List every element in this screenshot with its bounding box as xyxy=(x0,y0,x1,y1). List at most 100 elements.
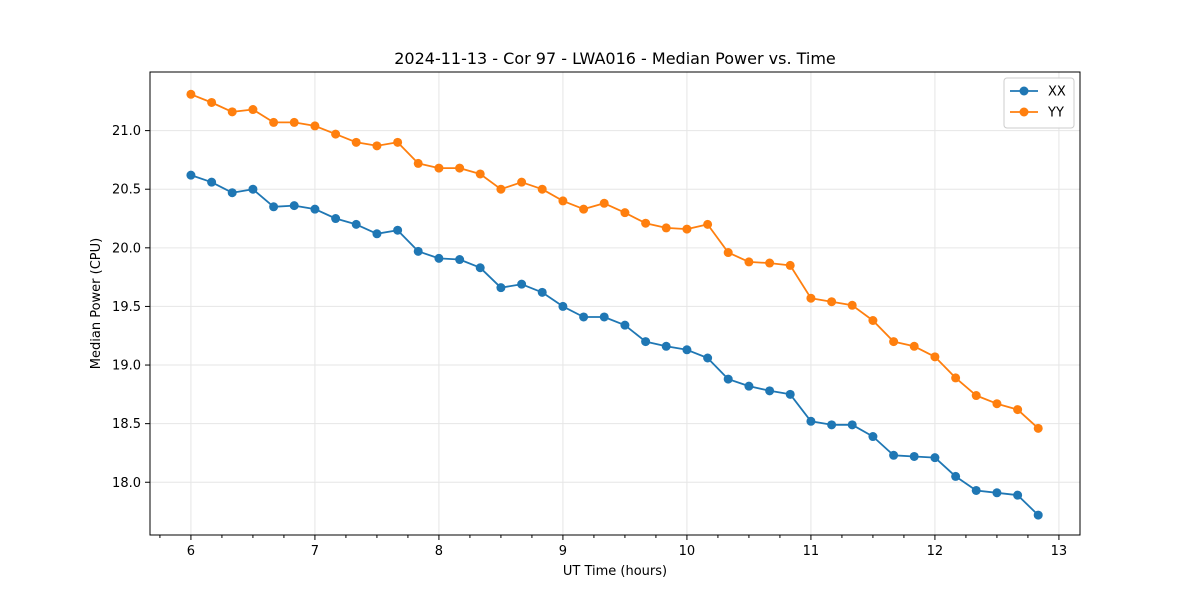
data-point-yy xyxy=(868,315,878,325)
data-point-xx xyxy=(289,201,299,211)
data-point-yy xyxy=(827,297,837,307)
data-point-xx xyxy=(455,255,465,265)
x-axis-label: UT Time (hours) xyxy=(563,564,667,579)
data-point-yy xyxy=(517,177,527,187)
data-point-yy xyxy=(248,105,258,115)
grid-layer xyxy=(150,72,1080,535)
data-point-xx xyxy=(1033,510,1043,520)
data-point-xx xyxy=(207,177,217,187)
x-tick-label: 12 xyxy=(927,544,944,559)
data-point-xx xyxy=(641,337,651,347)
legend-label-xx: XX xyxy=(1048,85,1066,100)
x-tick-label: 8 xyxy=(435,544,443,559)
data-point-yy xyxy=(1033,423,1043,433)
data-point-xx xyxy=(703,353,713,363)
data-point-yy xyxy=(537,184,547,194)
data-point-xx xyxy=(723,374,733,384)
x-tick-label: 10 xyxy=(679,544,696,559)
data-point-xx xyxy=(951,471,961,481)
data-point-yy xyxy=(393,137,403,147)
data-point-xx xyxy=(186,170,196,180)
y-tick-label: 19.5 xyxy=(112,300,141,315)
data-point-yy xyxy=(269,117,279,127)
data-point-yy xyxy=(744,257,754,267)
data-point-xx xyxy=(517,279,527,289)
data-point-yy xyxy=(620,208,630,218)
data-point-yy xyxy=(455,163,465,173)
data-point-xx xyxy=(248,184,258,194)
x-tick-label: 7 xyxy=(311,544,319,559)
data-point-yy xyxy=(1013,405,1023,415)
data-point-yy xyxy=(909,341,919,351)
data-point-yy xyxy=(496,184,506,194)
ticks-layer: 6 7 8 9 10 11 12 13 18.0 18.5 19.0 19.5 20.0 20.5 21.0 xyxy=(112,124,1067,559)
data-point-xx xyxy=(579,312,589,322)
y-tick-label: 21.0 xyxy=(112,124,141,139)
data-point-xx xyxy=(331,214,341,224)
data-point-xx xyxy=(434,253,444,263)
data-point-yy xyxy=(558,196,568,206)
data-point-yy xyxy=(186,89,196,99)
x-tick-label: 9 xyxy=(559,544,567,559)
data-point-xx xyxy=(868,432,878,442)
data-point-yy xyxy=(207,97,217,107)
data-point-yy xyxy=(579,204,589,214)
data-point-xx xyxy=(496,283,506,293)
data-point-xx xyxy=(537,287,547,297)
data-point-yy xyxy=(599,198,609,208)
data-point-xx xyxy=(558,301,568,311)
data-point-yy xyxy=(682,224,692,234)
y-axis-label: Median Power (CPU) xyxy=(89,238,104,369)
data-point-yy xyxy=(434,163,444,173)
data-point-xx xyxy=(1013,490,1023,500)
data-point-yy xyxy=(703,219,713,229)
y-tick-label: 19.0 xyxy=(112,359,141,374)
chart-title: 2024-11-13 - Cor 97 - LWA016 - Median Po… xyxy=(394,49,836,68)
data-point-yy xyxy=(310,121,320,131)
y-tick-label: 20.0 xyxy=(112,241,141,256)
data-point-xx xyxy=(806,416,816,426)
legend: XX YY xyxy=(1003,77,1075,129)
data-point-yy xyxy=(785,260,795,270)
data-point-yy xyxy=(289,117,299,127)
data-point-yy xyxy=(351,137,361,147)
data-point-xx xyxy=(971,485,981,495)
data-point-yy xyxy=(889,337,899,347)
legend-marker-xx xyxy=(1019,86,1029,96)
data-point-xx xyxy=(413,246,423,256)
y-tick-label: 18.0 xyxy=(112,476,141,491)
data-point-xx xyxy=(599,312,609,322)
data-point-xx xyxy=(744,381,754,391)
data-point-yy xyxy=(475,169,485,179)
data-point-xx xyxy=(992,488,1002,498)
data-point-xx xyxy=(269,202,279,212)
data-point-yy xyxy=(372,141,382,151)
data-point-xx xyxy=(930,453,940,463)
data-point-xx xyxy=(785,389,795,399)
plot-area-frame xyxy=(149,71,1081,536)
data-point-yy xyxy=(641,218,651,228)
data-point-yy xyxy=(971,391,981,401)
data-point-xx xyxy=(661,341,671,351)
data-point-xx xyxy=(765,386,775,396)
data-point-yy xyxy=(930,352,940,362)
data-point-xx xyxy=(620,320,630,330)
data-point-xx xyxy=(682,345,692,355)
data-point-yy xyxy=(723,248,733,258)
x-tick-label: 11 xyxy=(803,544,820,559)
data-point-xx xyxy=(227,188,237,198)
data-point-xx xyxy=(372,229,382,239)
data-point-yy xyxy=(661,223,671,233)
data-point-xx xyxy=(889,450,899,460)
data-point-yy xyxy=(951,373,961,383)
data-point-yy xyxy=(227,107,237,117)
data-point-yy xyxy=(806,293,816,303)
data-point-yy xyxy=(331,129,341,139)
legend-label-yy: YY xyxy=(1047,106,1064,121)
data-point-xx xyxy=(475,263,485,273)
data-point-yy xyxy=(765,258,775,268)
data-point-yy xyxy=(992,399,1002,409)
data-point-yy xyxy=(413,158,423,168)
data-point-yy xyxy=(847,300,857,310)
